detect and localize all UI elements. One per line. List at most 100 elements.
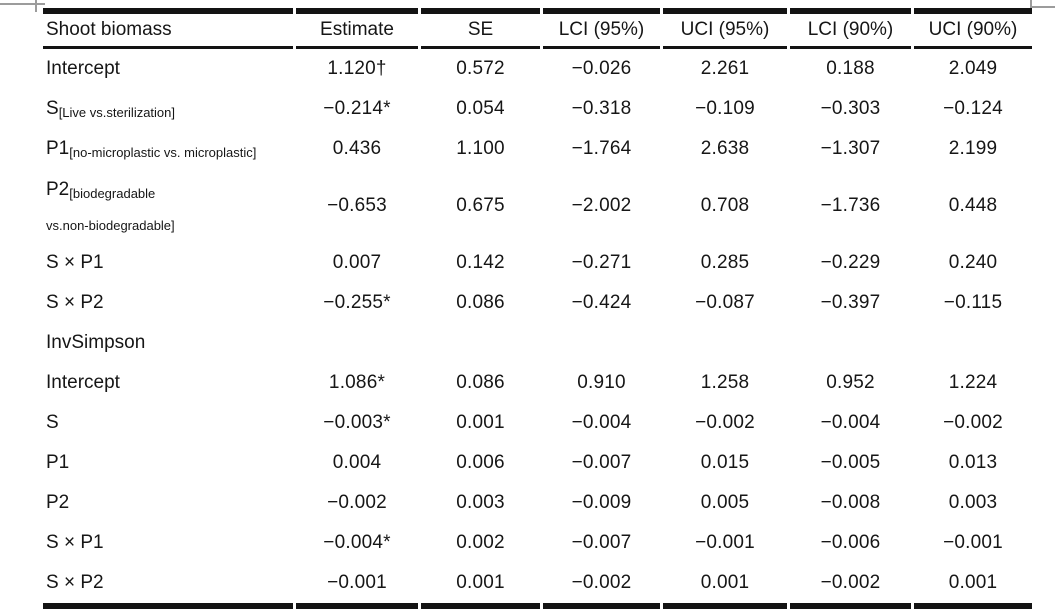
- cell-value: −0.002: [790, 563, 911, 609]
- cell-value: 0.572: [456, 58, 505, 79]
- column-header: UCI (95%): [663, 8, 787, 49]
- cell-value: −0.255*: [323, 292, 391, 313]
- cell-value: 0.910: [577, 372, 626, 393]
- table-row: P2 −0.002 0.003 −0.009 0.005 −0.008 0.003: [43, 483, 1032, 523]
- empty-cell: [914, 323, 1032, 363]
- cell-value: 2.638: [700, 138, 750, 159]
- cell-value: 0.005: [700, 492, 750, 513]
- row-label: S × P2: [43, 283, 293, 323]
- cell-value: 0.003: [456, 492, 505, 513]
- cell-value: −0.008: [820, 492, 881, 513]
- cell-value: −0.318: [571, 98, 632, 119]
- cell-value: 0.001: [663, 563, 787, 609]
- empty-cell: [296, 323, 418, 363]
- cell-value: −0.007: [571, 452, 632, 473]
- cell-value: −0.229: [820, 252, 881, 273]
- row-label: S × P2: [43, 563, 293, 609]
- cell-value: 0.001: [456, 412, 505, 433]
- table-row: Intercept 1.120† 0.572 −0.026 2.261 0.188 2.04…: [43, 49, 1032, 89]
- section-label: InvSimpson: [43, 323, 293, 363]
- row-label-text: InvSimpson: [46, 332, 146, 353]
- row-label-text: S × P2: [46, 572, 104, 593]
- empty-cell: [421, 323, 540, 363]
- cell-value: 2.199: [948, 138, 998, 159]
- header-row: Shoot biomass Estimate SE LCI (95%) UCI (95%…: [43, 8, 1032, 49]
- cell-value: −0.004*: [323, 532, 391, 553]
- cell-value: −0.124: [943, 98, 1003, 119]
- row-label: S × P1: [43, 243, 293, 283]
- table-body: Intercept 1.120† 0.572 −0.026 2.261 0.188 2.04…: [43, 49, 1032, 609]
- cell-value: 0.006: [456, 452, 505, 473]
- crop-artifact-line: [35, 0, 37, 12]
- cell-value: 0.952: [826, 372, 875, 393]
- cell-value: −1.307: [820, 138, 881, 159]
- table-row: S −0.003* 0.001 −0.004 −0.002 −0.004 −0.002: [43, 403, 1032, 443]
- cell-value: −0.397: [820, 292, 881, 313]
- cell-value: 0.708: [700, 195, 750, 216]
- cell-value: −0.002: [327, 492, 387, 513]
- cell-value: 0.436: [332, 138, 382, 159]
- cell-value: −0.214*: [323, 98, 391, 119]
- cell-value: −0.087: [695, 292, 755, 313]
- cell-value: 1.120†: [327, 58, 387, 79]
- cell-value: 0.004: [332, 452, 382, 473]
- table-row: Intercept 1.086* 0.086 0.910 1.258 0.952 1.224: [43, 363, 1032, 403]
- row-label: Intercept: [43, 49, 293, 89]
- cell-value: 0.675: [456, 195, 505, 216]
- row-label: Intercept: [43, 363, 293, 403]
- table-row: P1 0.004 0.006 −0.007 0.015 −0.005 0.013: [43, 443, 1032, 483]
- cell-value: 0.001: [914, 563, 1032, 609]
- cell-value: 0.240: [948, 252, 998, 273]
- column-header: Estimate: [296, 8, 418, 49]
- table-row: S × P1 0.007 0.142 −0.271 0.285 −0.229 0.240: [43, 243, 1032, 283]
- cell-value: 0.015: [700, 452, 750, 473]
- cell-value: −0.006: [820, 532, 881, 553]
- cell-value: −0.653: [327, 195, 387, 216]
- cell-value: 0.188: [826, 58, 875, 79]
- row-label-subscript-line2: vs.non-biodegradable]: [46, 218, 175, 233]
- cell-value: 0.003: [948, 492, 998, 513]
- row-label-text: P1: [46, 138, 70, 159]
- crop-artifact-line: [1030, 6, 1055, 8]
- row-label-subscript: [biodegradable: [69, 186, 156, 201]
- row-label: P1: [43, 443, 293, 483]
- cell-value: −0.424: [571, 292, 632, 313]
- cell-value: −0.001: [695, 532, 755, 553]
- cell-value: −0.115: [943, 292, 1003, 313]
- row-label: S: [43, 403, 293, 443]
- cell-value: −0.003*: [323, 412, 391, 433]
- column-header: LCI (90%): [790, 8, 911, 49]
- cell-value: 1.224: [948, 372, 998, 393]
- section-row: InvSimpson: [43, 323, 1032, 363]
- cell-value: 0.086: [456, 292, 505, 313]
- row-label-text: Intercept: [46, 372, 120, 393]
- stats-table: Shoot biomass Estimate SE LCI (95%) UCI (95%…: [40, 8, 1035, 609]
- row-label-text: S: [46, 412, 59, 433]
- row-label: P1[no-microplastic vs. microplastic]: [43, 129, 293, 169]
- cell-value: 1.100: [456, 138, 505, 159]
- cell-value: −0.026: [571, 58, 632, 79]
- cell-value: 2.261: [700, 58, 750, 79]
- cell-value: 0.142: [456, 252, 505, 273]
- cell-value: −0.005: [820, 452, 881, 473]
- cell-value: −0.007: [571, 532, 632, 553]
- cell-value: −0.109: [695, 98, 755, 119]
- row-label-text: P1: [46, 452, 70, 473]
- row-label: S[Live vs.sterilization]: [43, 89, 293, 129]
- empty-cell: [790, 323, 911, 363]
- cell-value: 0.054: [456, 98, 505, 119]
- crop-artifact-line: [0, 3, 45, 5]
- column-header: LCI (95%): [543, 8, 660, 49]
- table-row: P1[no-microplastic vs. microplastic] 0.43…: [43, 129, 1032, 169]
- cell-value: −0.009: [571, 492, 632, 513]
- row-label-subscript: [Live vs.sterilization]: [58, 105, 176, 120]
- row-label: P2[biodegradable vs.non-biodegradable]: [43, 169, 293, 243]
- table-row: S × P2 −0.001 0.001 −0.002 0.001 −0.002 0.001: [43, 563, 1032, 609]
- cell-value: 1.258: [700, 372, 750, 393]
- table-row: S × P1 −0.004* 0.002 −0.007 −0.001 −0.006 −0.0…: [43, 523, 1032, 563]
- table-row: P2[biodegradable vs.non-biodegradable] −0.…: [43, 169, 1032, 243]
- cell-value: 1.086*: [328, 372, 386, 393]
- cell-value: 0.007: [332, 252, 382, 273]
- table-row: S × P2 −0.255* 0.086 −0.424 −0.087 −0.397 −0.1…: [43, 283, 1032, 323]
